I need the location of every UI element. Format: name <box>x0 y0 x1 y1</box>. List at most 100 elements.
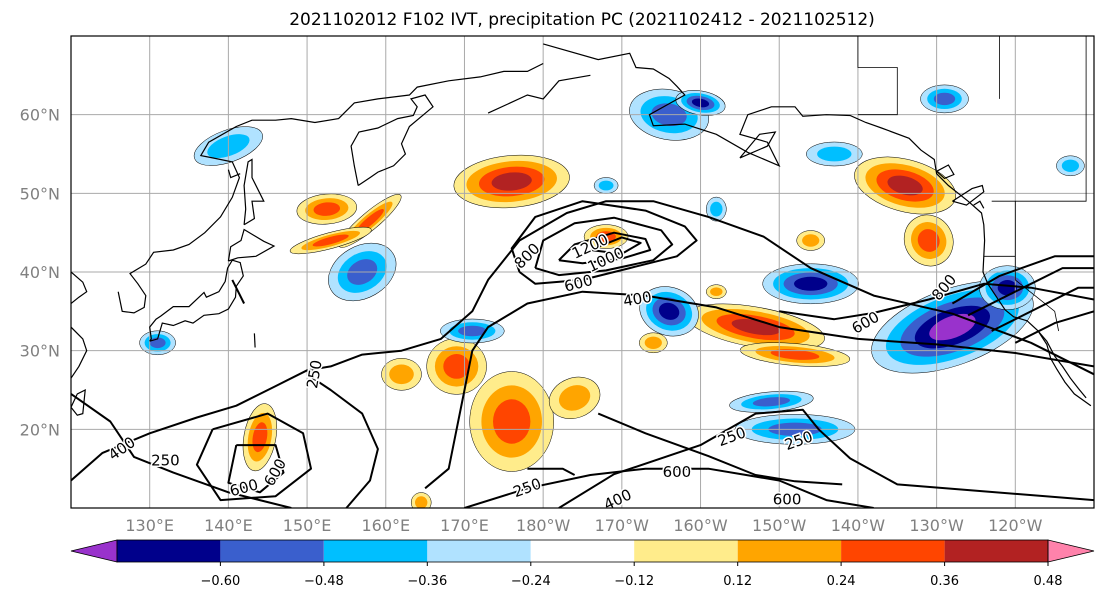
coastline <box>739 131 777 159</box>
longitude-label: 140°W <box>831 516 886 535</box>
negative-anomaly-level <box>598 180 614 191</box>
admin-border <box>857 36 898 116</box>
negative-anomaly-level <box>458 325 487 337</box>
coastline <box>117 62 544 314</box>
latitude-label: 30°N <box>20 342 60 361</box>
positive-anomaly-level <box>558 385 591 411</box>
colorbar-bin <box>427 540 531 562</box>
ivt-contour-line <box>1014 310 1094 344</box>
ivt-contour-line <box>424 290 1094 490</box>
negative-anomaly <box>139 330 176 356</box>
negative-anomaly-level <box>658 302 680 320</box>
positive-anomaly <box>381 358 422 391</box>
coastline <box>71 326 88 379</box>
positive-anomaly <box>289 226 372 255</box>
positive-anomaly <box>426 338 487 395</box>
ivt-contour-line <box>951 255 1094 305</box>
negative-anomaly <box>1056 155 1085 177</box>
positive-anomaly-level <box>917 229 940 252</box>
longitude-tick-labels: 130°E 140°E 150°E 160°E 170°E 180°W 170°W 160°W… <box>125 516 1042 535</box>
negative-anomaly <box>762 263 859 305</box>
positive-anomaly-level <box>887 175 923 196</box>
colorbar-outline <box>116 539 1049 563</box>
coastline <box>973 200 985 209</box>
positive-anomaly-level <box>710 287 723 297</box>
colorbar-tick-label: 0.48 <box>1034 574 1063 589</box>
map-frame <box>70 35 1095 509</box>
positive-anomaly <box>453 154 570 209</box>
coastline <box>227 228 276 262</box>
positive-anomaly-level <box>493 399 531 444</box>
negative-anomaly-level <box>817 146 852 162</box>
coastline <box>71 271 88 304</box>
coastline <box>253 333 256 348</box>
ivt-contour-line <box>527 467 576 476</box>
negative-anomaly <box>979 265 1036 310</box>
admin-border <box>1014 201 1059 332</box>
positive-anomaly <box>410 492 432 508</box>
positive-anomaly <box>639 332 668 354</box>
ivt-contour-line <box>534 216 674 277</box>
ivt-contour-line <box>558 408 1094 508</box>
ivt-contour-line <box>510 200 698 285</box>
precipitation-shading <box>139 84 1085 508</box>
colorbar-bin <box>220 540 324 562</box>
coastline <box>149 259 244 342</box>
ivt-contours <box>71 200 1094 508</box>
positive-anomaly-level <box>443 354 470 379</box>
negative-anomaly-level <box>1061 159 1079 172</box>
colorbar-tick-label: −0.12 <box>614 574 654 589</box>
ivt-contour-line <box>991 286 1094 332</box>
colorbar-tick-label: −0.36 <box>407 574 447 589</box>
ivt-contour-line <box>231 279 245 304</box>
latitude-tick-labels: 60°N 50°N 40°N 30°N 20°N <box>20 106 60 440</box>
negative-anomaly <box>920 84 969 114</box>
coastline <box>487 74 591 114</box>
longitude-label: 130°E <box>125 516 174 535</box>
contour-label: 250 <box>303 359 326 390</box>
colorbar-tick-label: 0.12 <box>723 574 752 589</box>
longitude-label: 120°W <box>988 516 1043 535</box>
contour-label: 600 <box>663 463 692 481</box>
colorbar-extend-min <box>70 539 118 563</box>
negative-anomaly-level <box>929 313 976 341</box>
latitude-label: 40°N <box>20 263 60 282</box>
negative-anomaly <box>706 196 727 222</box>
positive-anomaly-level <box>491 172 532 191</box>
ivt-contour-line <box>597 412 843 486</box>
colorbar-bin <box>841 540 945 562</box>
positive-anomaly-level <box>415 496 428 508</box>
ivt-contour-line <box>227 444 285 494</box>
graticule <box>71 36 1094 508</box>
longitude-label: 160°E <box>361 516 410 535</box>
coastline <box>227 169 241 179</box>
coastline <box>1037 330 1092 407</box>
coastline <box>350 94 434 186</box>
ivt-contour-line <box>590 236 642 255</box>
negative-anomaly-level <box>710 201 723 217</box>
latitude-label: 60°N <box>20 106 60 125</box>
positive-anomaly-level <box>770 349 820 360</box>
ivt-contour-line <box>71 393 292 508</box>
positive-anomaly <box>296 193 357 225</box>
negative-anomaly-level <box>794 276 828 291</box>
colorbar-bin <box>530 540 635 562</box>
positive-anomaly <box>706 284 727 299</box>
coastline <box>952 184 985 206</box>
colorbar-tick-label: −0.24 <box>511 574 551 589</box>
longitude-label: 180°W <box>516 516 571 535</box>
positive-anomaly <box>469 371 554 472</box>
colorbar-bin <box>944 540 1048 562</box>
positive-anomaly-level <box>644 336 662 349</box>
negative-anomaly <box>593 177 619 194</box>
contour-label: 250 <box>151 451 180 469</box>
longitude-label: 170°E <box>440 516 489 535</box>
colorbar-tick-label: 0.24 <box>827 574 856 589</box>
ivt-contour-line <box>967 267 1094 317</box>
colorbar-extend-max <box>1047 539 1095 563</box>
coastline <box>71 388 86 416</box>
colorbar-tick-label: 0.36 <box>930 574 959 589</box>
positive-anomaly-level <box>356 209 384 233</box>
